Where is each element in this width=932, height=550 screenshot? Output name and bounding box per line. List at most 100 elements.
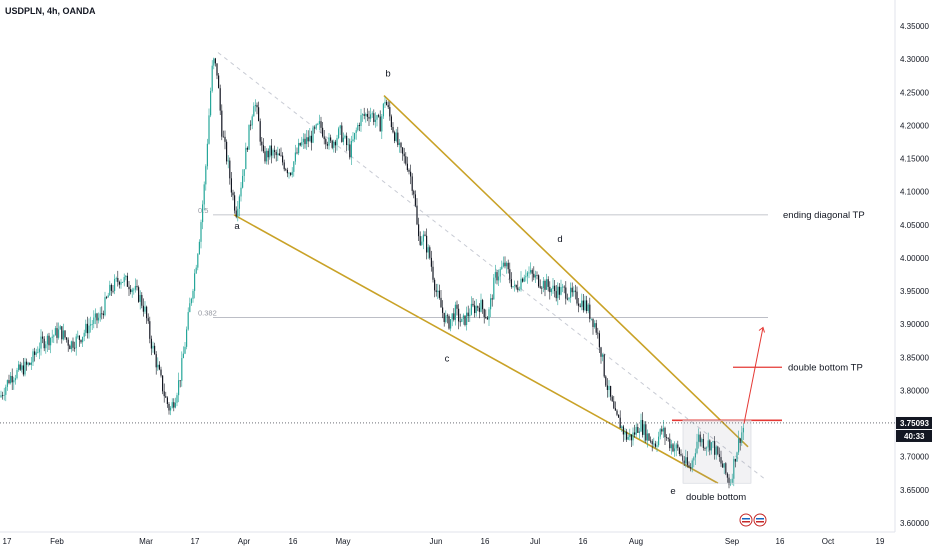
candle-body — [742, 427, 744, 433]
candle-body — [698, 434, 700, 442]
candle-body — [418, 224, 420, 237]
y-tick-label: 3.85000 — [900, 353, 929, 362]
candle-body — [210, 90, 212, 116]
candle-body — [478, 307, 480, 312]
price-axis[interactable]: 4.35000 4.30000 4.25000 4.20000 4.15000 4.100… — [900, 22, 929, 528]
time-axis[interactable]: 17 Feb Mar 17 Apr 16 May Jun 16 Jul 16 Aug Sep 16 Oct 1… — [3, 537, 885, 546]
chart-title: USDPLN, 4h, OANDA — [5, 6, 96, 16]
candle-body — [600, 347, 602, 357]
candle-body — [370, 114, 372, 119]
candle-body — [579, 305, 581, 307]
candle-body — [318, 121, 320, 124]
candle-body — [339, 125, 341, 129]
candle-body — [722, 463, 724, 468]
y-tick-label: 4.00000 — [900, 254, 929, 263]
candle-body — [277, 153, 279, 156]
candle-body — [474, 305, 476, 314]
candle-body — [5, 386, 7, 395]
candle-body — [264, 151, 266, 162]
candle-body — [477, 306, 479, 308]
candle-body — [554, 285, 556, 292]
candle-body — [330, 137, 332, 141]
candle-body — [242, 175, 244, 188]
candle-body — [328, 137, 330, 146]
candle-body — [142, 305, 144, 312]
candle-body — [288, 172, 290, 174]
candle-body — [493, 277, 495, 300]
candle-body — [390, 116, 392, 127]
candle-body — [510, 279, 512, 287]
candle-body — [709, 440, 711, 451]
candle-body — [182, 353, 184, 359]
candle-body — [738, 438, 740, 453]
candle-body — [696, 441, 698, 454]
candle-body — [107, 295, 109, 298]
candle-body — [520, 278, 522, 290]
candle-body — [531, 270, 533, 274]
trendlines — [217, 52, 767, 484]
candle-body — [667, 437, 669, 439]
candle-body — [646, 433, 648, 441]
fib-levels: 0.5 0.382 — [198, 206, 768, 318]
candle-body — [123, 277, 125, 283]
candle-body — [307, 137, 309, 142]
candle-body — [42, 336, 44, 339]
candle-body — [408, 169, 410, 172]
candle-body — [595, 323, 597, 333]
candle-body — [421, 241, 423, 245]
events-flag-icon[interactable] — [739, 513, 767, 527]
candle-body — [454, 304, 456, 320]
candle-body — [346, 135, 348, 146]
candle-body — [606, 385, 608, 390]
candle-body — [110, 284, 112, 291]
candle-body — [405, 156, 407, 164]
candle-body — [574, 290, 576, 292]
candle-body — [470, 303, 472, 315]
candle-body — [459, 321, 461, 323]
candle-body — [192, 290, 194, 299]
candle-body — [139, 294, 141, 302]
candle-body — [483, 309, 485, 318]
double-bottom-tp-label: double bottom TP — [788, 362, 863, 373]
candle-body — [301, 142, 303, 146]
y-tick-label: 3.90000 — [900, 320, 929, 329]
candle-body — [358, 125, 360, 127]
candle-body — [50, 337, 52, 346]
candle-body — [26, 361, 28, 365]
candle-body — [99, 313, 101, 318]
candle-body — [59, 326, 61, 330]
candle-body — [51, 336, 53, 338]
candle-body — [98, 317, 100, 321]
candle-body — [701, 439, 703, 443]
candle-body — [437, 290, 439, 293]
candle-body — [96, 313, 98, 321]
candle-body — [429, 247, 431, 258]
x-tick-label: 17 — [3, 537, 12, 546]
candle-body — [654, 443, 656, 447]
candle-body — [650, 440, 652, 442]
candle-body — [152, 345, 154, 349]
candle-body — [150, 338, 152, 349]
candle-body — [499, 269, 501, 277]
candle-body — [514, 285, 516, 287]
projection-arrowhead — [758, 326, 765, 333]
candle-body — [58, 329, 60, 338]
candle-body — [501, 266, 503, 270]
x-tick-label: Jun — [430, 537, 443, 546]
candle-body — [149, 321, 151, 339]
candle-body — [251, 116, 253, 126]
candle-body — [338, 128, 340, 139]
candle-body — [38, 348, 40, 353]
y-tick-label: 4.25000 — [900, 88, 929, 97]
candle-body — [16, 370, 18, 379]
candle-body — [163, 391, 165, 397]
double-bottom-zone — [682, 419, 752, 484]
candle-body — [2, 395, 4, 397]
candle-body — [427, 247, 429, 253]
candle-body — [642, 420, 644, 435]
candle-body — [629, 434, 631, 438]
candle-body — [491, 298, 493, 300]
candle-body — [635, 427, 637, 435]
candle-body — [317, 123, 319, 125]
